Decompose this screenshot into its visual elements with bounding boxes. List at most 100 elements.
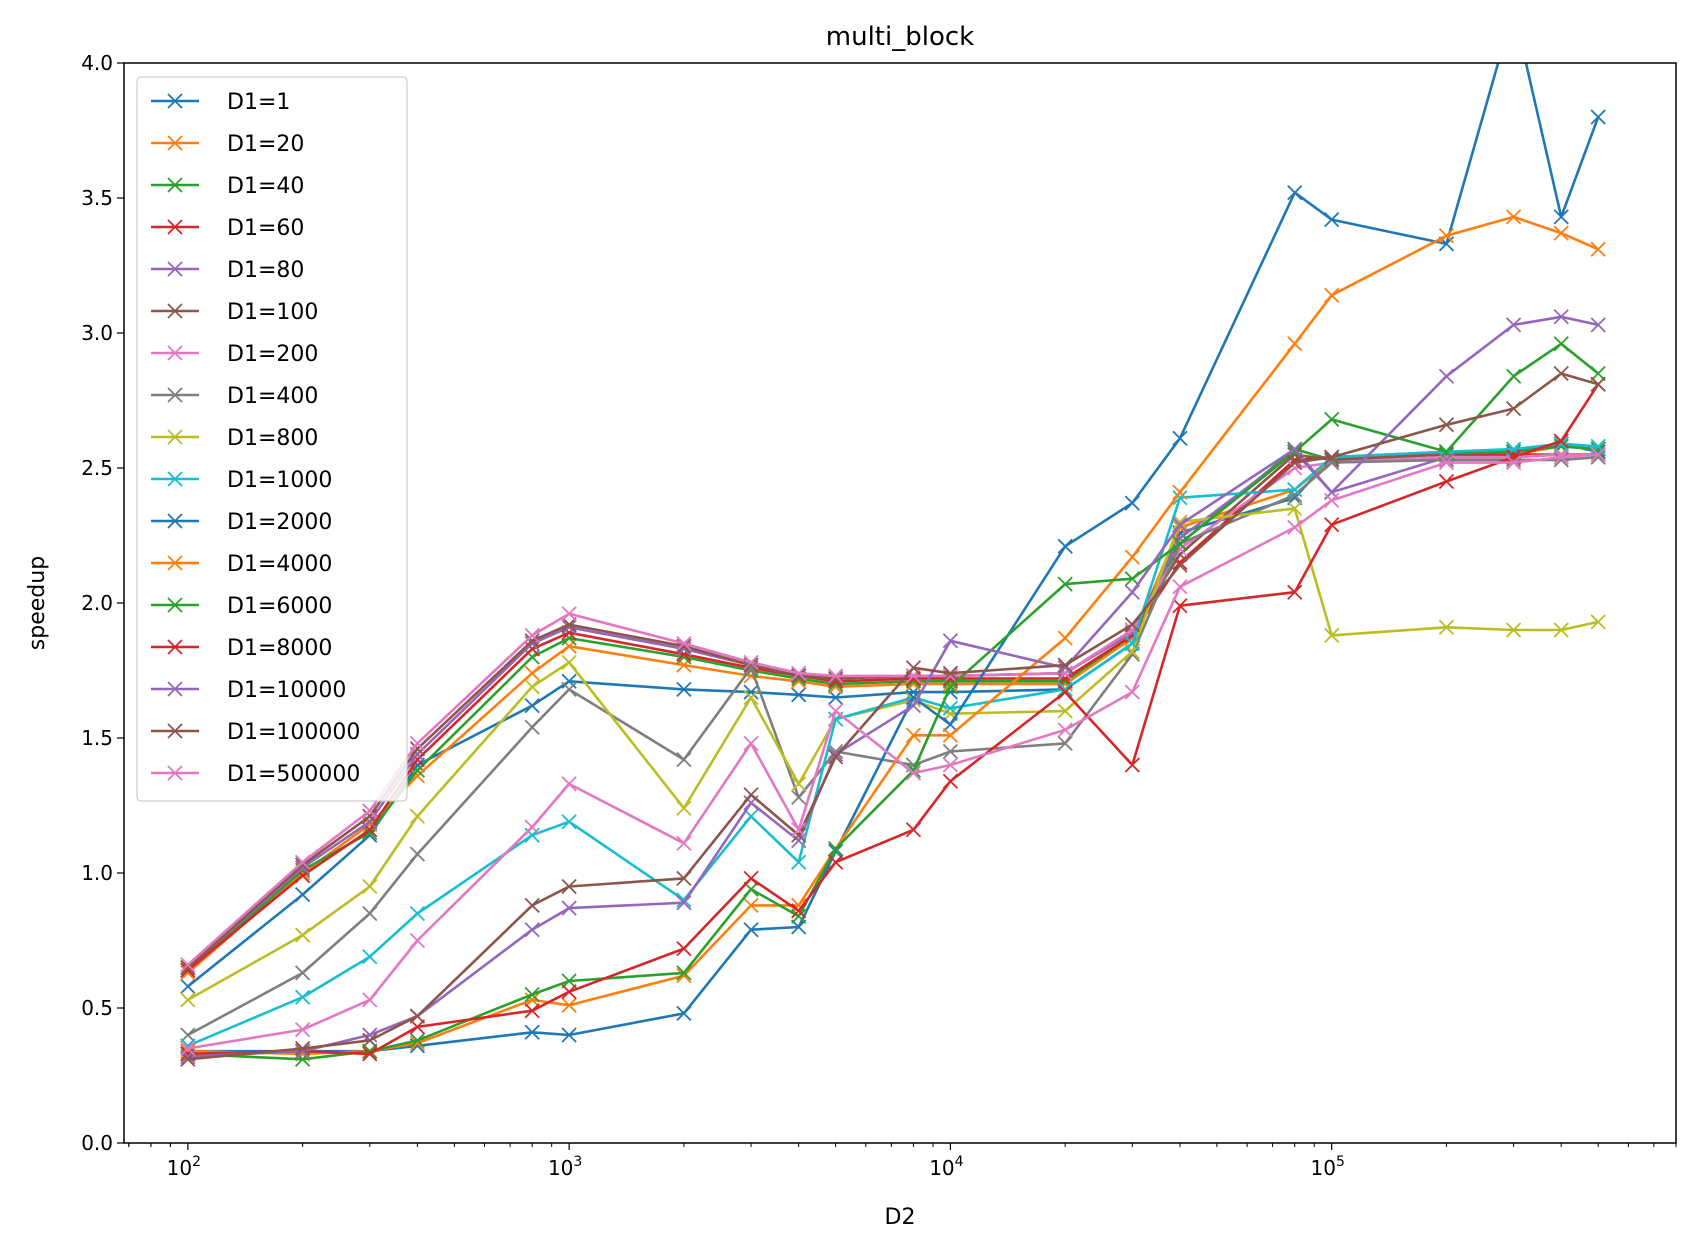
data-point-marker — [524, 1024, 540, 1040]
data-point-marker — [409, 1019, 426, 1035]
data-point-marker — [1505, 317, 1522, 333]
data-point-marker — [409, 846, 426, 862]
data-point-marker — [743, 654, 759, 671]
data-point-marker — [561, 776, 577, 792]
data-point-marker — [791, 908, 807, 924]
data-point-marker — [1287, 441, 1303, 457]
legend-label: D1=500000 — [227, 762, 360, 787]
data-point-marker — [676, 940, 692, 957]
data-point-marker — [1287, 584, 1303, 600]
data-point-marker — [1553, 209, 1569, 225]
data-point-marker — [180, 1027, 196, 1043]
legend-marker — [167, 513, 183, 529]
data-point-marker — [561, 900, 577, 916]
data-point-marker — [561, 619, 577, 635]
data-point-marker — [294, 989, 311, 1005]
data-point-marker — [791, 827, 807, 843]
data-point-marker — [294, 854, 311, 870]
data-point-marker — [1172, 514, 1188, 530]
data-point-marker — [294, 1021, 311, 1038]
data-point-marker — [1172, 535, 1188, 552]
data-point-marker — [1553, 336, 1569, 352]
legend-item: D1=100000 — [151, 720, 360, 745]
data-point-marker — [1324, 449, 1340, 465]
data-point-marker — [180, 962, 196, 978]
data-point-marker — [791, 832, 807, 849]
legend-item: D1=20 — [151, 132, 304, 157]
data-point-marker — [743, 684, 759, 700]
data-point-marker — [1172, 484, 1188, 500]
y-tick-label: 3.5 — [81, 186, 113, 210]
legend-item: D1=2000 — [151, 510, 332, 535]
legend-marker — [167, 555, 183, 571]
legend-label: D1=2000 — [227, 510, 332, 535]
data-point-marker — [676, 895, 692, 911]
data-point-marker — [1124, 584, 1140, 600]
data-point-marker — [942, 743, 959, 760]
legend-item: D1=8000 — [151, 636, 332, 661]
data-point-marker — [791, 665, 807, 681]
data-point-marker — [676, 635, 692, 652]
data-point-marker — [180, 1040, 196, 1057]
data-point-marker — [1057, 703, 1073, 719]
data-point-marker — [1172, 598, 1188, 614]
legend-marker — [167, 681, 183, 697]
data-point-marker — [362, 808, 378, 824]
data-point-marker — [561, 973, 577, 989]
data-point-marker — [1438, 368, 1455, 384]
data-point-marker — [791, 919, 807, 935]
data-point-marker — [1172, 579, 1188, 595]
legend-item: D1=80 — [151, 258, 304, 283]
legend-marker — [167, 303, 183, 319]
y-tick-label: 0.5 — [81, 996, 113, 1020]
legend-item: D1=400 — [151, 384, 318, 409]
x-tick-label: 105 — [1310, 1154, 1344, 1180]
data-point-marker — [1124, 495, 1140, 511]
legend-label: D1=80 — [227, 258, 304, 283]
data-point-marker — [1505, 368, 1522, 384]
data-point-marker — [1172, 490, 1188, 506]
data-point-marker — [942, 700, 959, 716]
data-point-marker — [294, 1040, 311, 1057]
legend: D1=1 D1=20 D1=40 D1=60 D1=80 D1=100 D1=200 D1=4… — [136, 76, 408, 802]
legend-label: D1=200 — [227, 342, 318, 367]
data-point-marker — [827, 749, 844, 765]
data-point-marker — [905, 660, 922, 676]
legend-item: D1=6000 — [151, 594, 332, 619]
legend-label: D1=60 — [227, 216, 304, 241]
legend-marker — [167, 261, 183, 277]
y-tick-label: 0.0 — [81, 1131, 113, 1155]
data-point-marker — [942, 679, 959, 695]
data-point-marker — [524, 633, 540, 649]
legend-label: D1=4000 — [227, 552, 332, 577]
data-point-marker — [1324, 517, 1340, 533]
y-tick-label: 2.0 — [81, 591, 113, 615]
data-point-marker — [1057, 684, 1073, 700]
data-point-marker — [942, 757, 959, 773]
data-point-marker — [1287, 460, 1303, 476]
data-point-marker — [1124, 635, 1140, 652]
data-point-marker — [1287, 184, 1303, 201]
y-axis-label: speedup — [25, 556, 50, 650]
data-point-marker — [524, 679, 540, 695]
data-point-marker — [1124, 549, 1140, 565]
data-point-marker — [1057, 681, 1073, 698]
data-point-marker — [362, 814, 378, 830]
data-point-marker — [362, 824, 378, 841]
chart-title: multi_block — [826, 22, 974, 52]
data-point-marker — [1057, 576, 1073, 592]
y-tick-label: 3.0 — [81, 321, 113, 345]
series-layer — [180, 63, 1606, 1067]
data-point-marker — [1287, 336, 1303, 352]
data-point-marker — [1324, 211, 1340, 228]
legend-label: D1=100 — [227, 300, 318, 325]
data-point-marker — [1590, 614, 1606, 630]
y-tick-label: 1.5 — [81, 726, 113, 750]
y-axis: 0.0 0.5 1.0 1.5 2.0 2.5 3.0 3.5 4.0 — [81, 51, 124, 1155]
data-point-marker — [1172, 517, 1188, 533]
data-point-marker — [827, 703, 844, 719]
data-point-marker — [362, 1046, 378, 1062]
data-point-marker — [676, 870, 692, 887]
data-point-marker — [1553, 449, 1569, 465]
